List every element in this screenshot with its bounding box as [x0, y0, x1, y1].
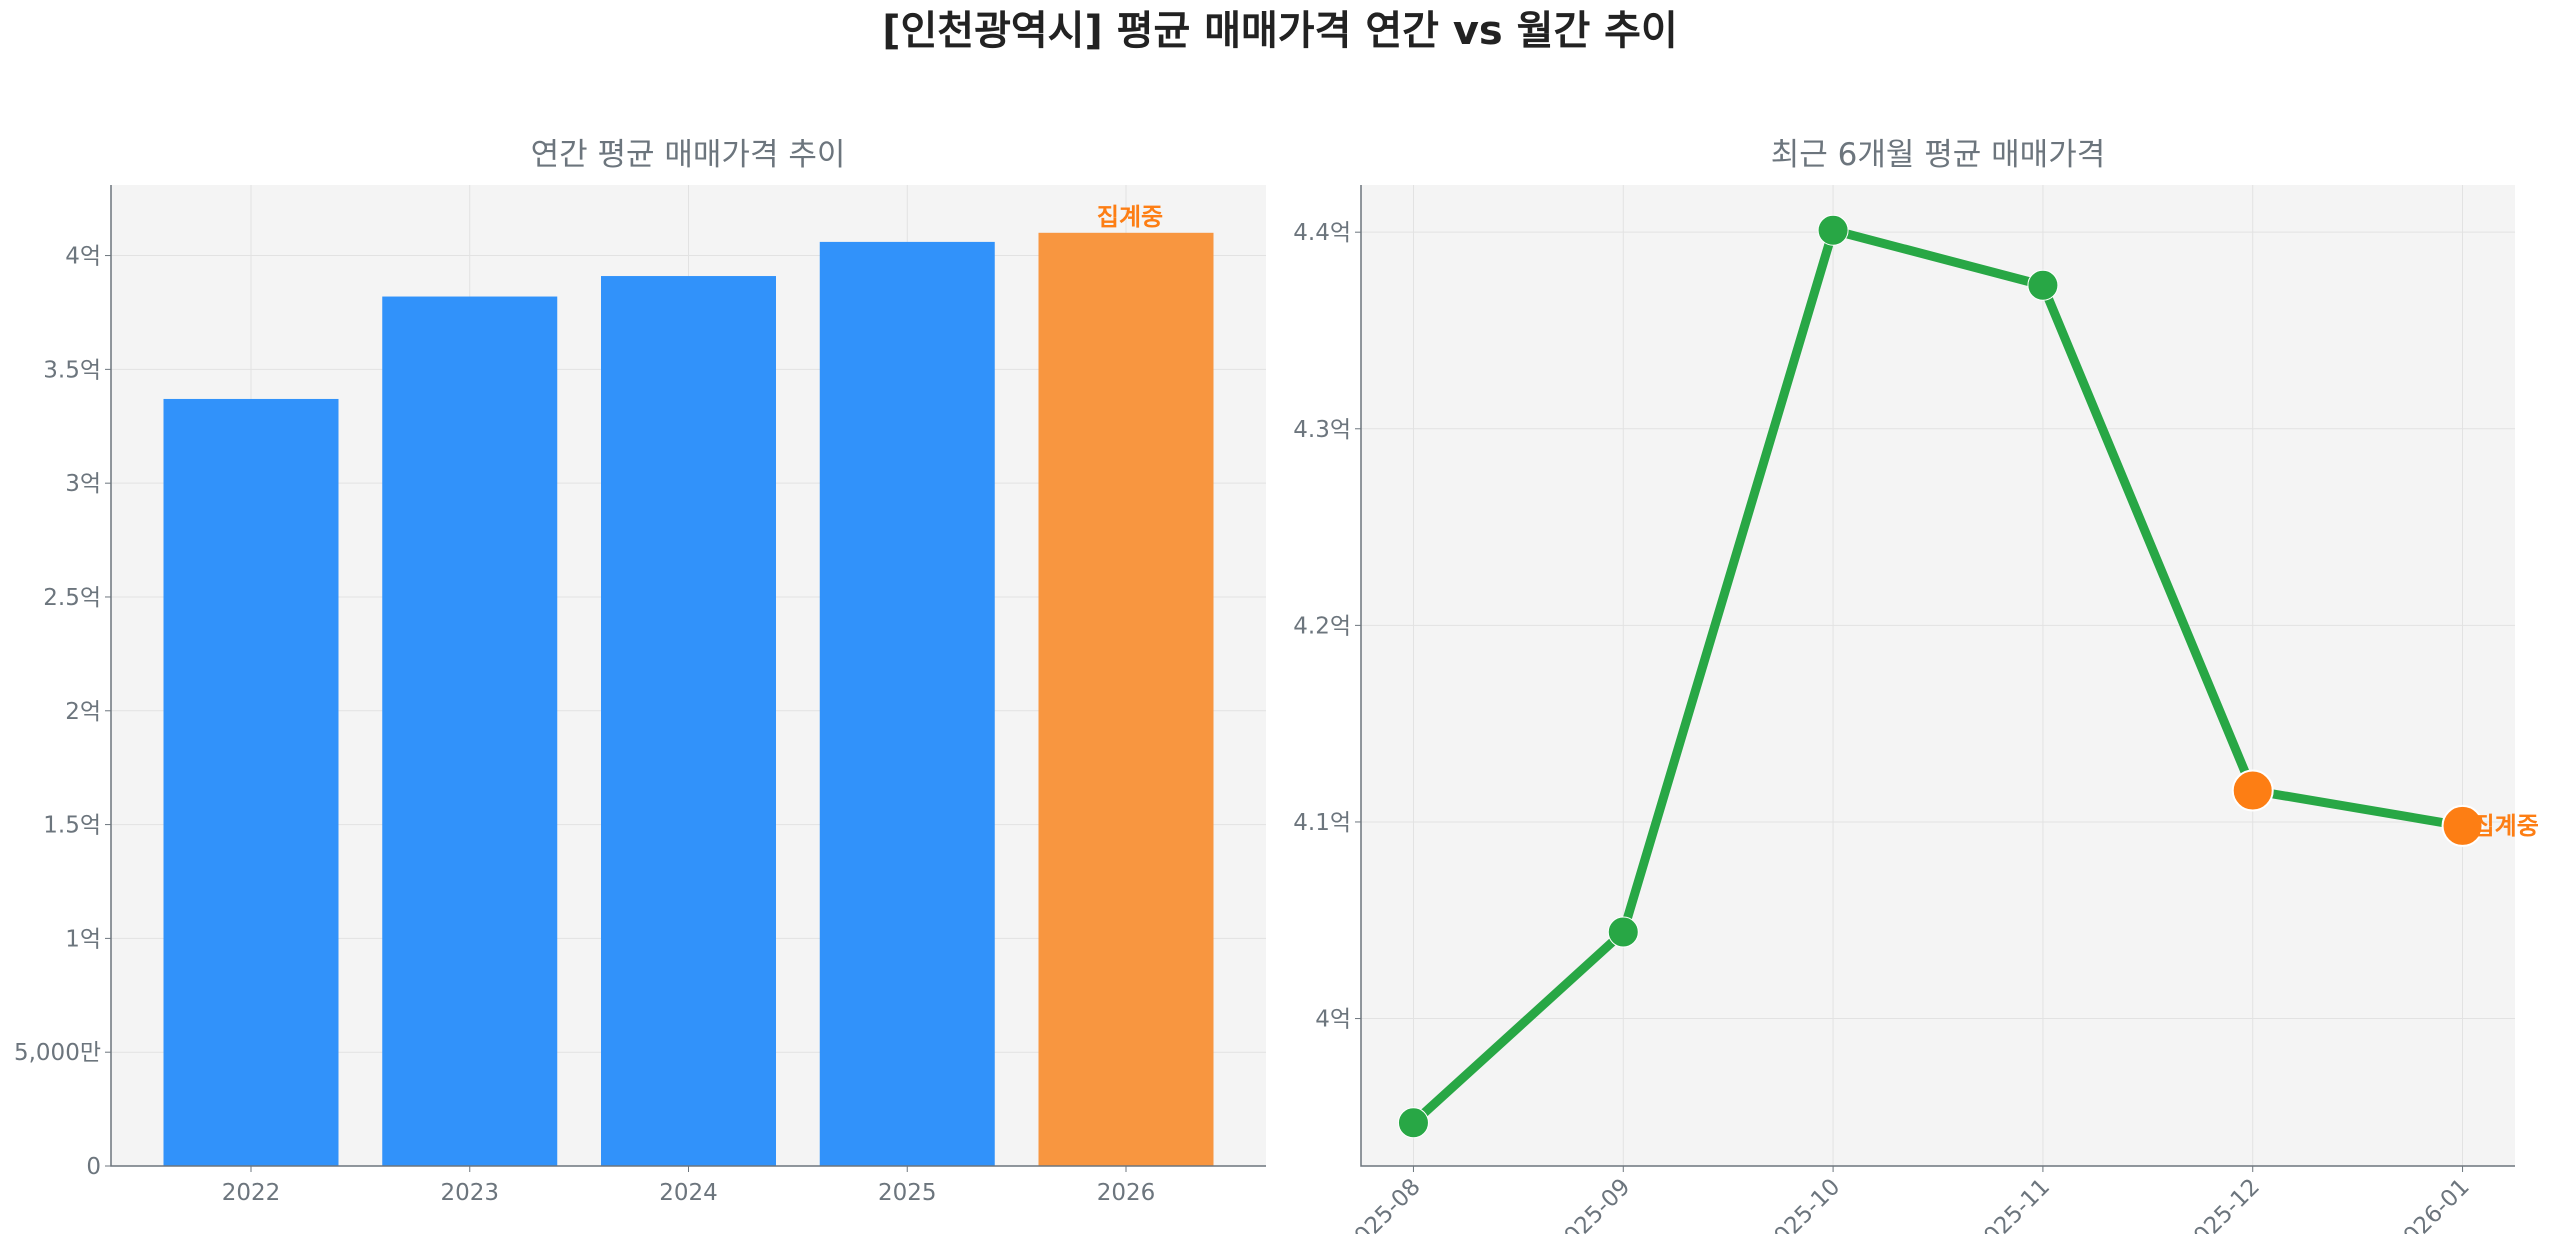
y-tick-label: 4.3억 — [1293, 417, 1351, 443]
point-2025-11 — [2027, 269, 2059, 301]
y-tick-label: 1억 — [65, 926, 101, 952]
bar-annotation: 집계중 — [1097, 203, 1163, 231]
point-2025-12 — [2231, 769, 2274, 812]
y-tick-label: 4.4억 — [1293, 220, 1351, 246]
bar-2024 — [601, 276, 776, 1167]
y-tick-label: 2.5억 — [43, 585, 101, 611]
plot-area — [1361, 185, 2515, 1166]
y-tick-label: 1.5억 — [43, 813, 101, 839]
line-chart: 4억 4.1억 4.2억 4.3억 4.4억 2025-08 2025-09 2025-10 2… — [1293, 185, 2539, 1234]
x-tick-label: 2022 — [222, 1180, 281, 1206]
line-chart-title: 최근 6개월 평균 매매가격 — [1771, 137, 2105, 173]
bar-chart: 0 5,000만 1억 1.5억 2억 2.5억 3억 3.5억 4억 2022 2023 2024 2… — [14, 185, 1266, 1206]
point-2025-09 — [1607, 916, 1639, 948]
x-tick-label: 2023 — [440, 1180, 499, 1206]
y-tick-label: 4.2억 — [1293, 613, 1351, 639]
y-tick-label: 3억 — [65, 471, 101, 497]
bar-chart-title: 연간 평균 매매가격 추이 — [531, 137, 846, 173]
x-tick-label: 2024 — [659, 1180, 718, 1206]
bar-2026 — [1038, 232, 1214, 1166]
bar-2023 — [382, 296, 558, 1166]
x-tick-label: 2025-12 — [2179, 1174, 2265, 1234]
point-2026-01 — [2441, 804, 2484, 847]
y-tick-label: 4.1억 — [1293, 810, 1351, 836]
line-annotation: 집계중 — [2473, 812, 2539, 840]
bar-2025 — [819, 241, 995, 1166]
x-tick-label: 2026-01 — [2388, 1174, 2474, 1234]
x-tick-label: 2025-11 — [1969, 1174, 2055, 1234]
point-2025-08 — [1397, 1107, 1429, 1139]
x-tick-label: 2025-10 — [1759, 1174, 1845, 1234]
line-series — [1410, 225, 2464, 1127]
y-tick-label: 5,000만 — [14, 1040, 101, 1066]
x-tick-label: 2025 — [878, 1180, 937, 1206]
bar-2022 — [163, 398, 339, 1166]
y-tick-label: 4억 — [1315, 1007, 1351, 1033]
axes-spine — [1360, 185, 2515, 1167]
y-tick-label: 3.5억 — [43, 357, 101, 383]
y-tick-label: 0 — [86, 1154, 101, 1180]
axes-spine — [110, 185, 1266, 1167]
y-tick-label: 4억 — [65, 244, 101, 270]
x-tick-label: 2025-08 — [1339, 1174, 1425, 1234]
x-tick-label: 2025-09 — [1549, 1174, 1635, 1234]
y-tick-label: 2억 — [65, 699, 101, 725]
x-tick-label: 2026 — [1097, 1180, 1156, 1206]
point-2025-10 — [1817, 214, 1849, 246]
figure-title: [인천광역시] 평균 매매가격 연간 vs 월간 추이 — [882, 8, 1678, 54]
